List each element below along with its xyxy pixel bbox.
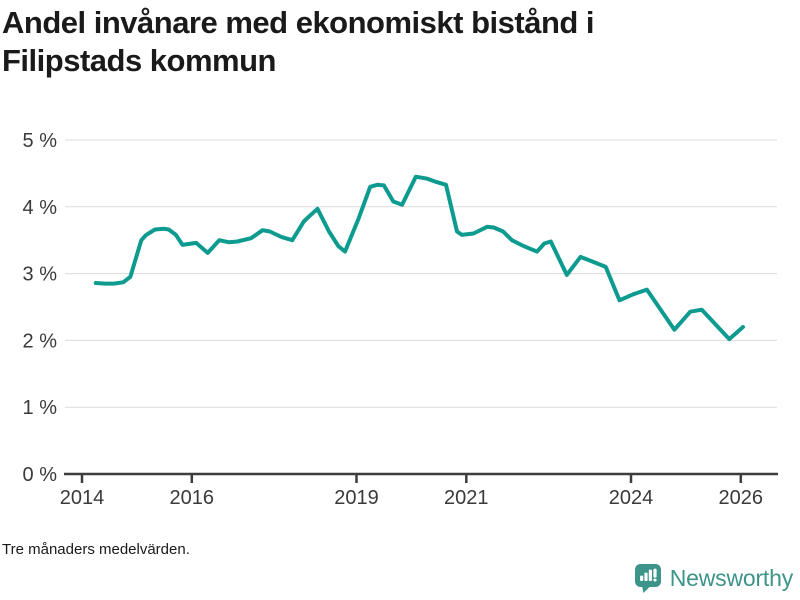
y-axis-label-5pct: 5 %: [23, 130, 58, 152]
line-chart: 0 % 1 % 2 % 3 % 4 % 5 % 2014 2016 2019 2021 2024 20…: [23, 130, 778, 509]
y-axis-label-1pct: 1 %: [23, 397, 58, 419]
logo-exclamation-dot: [653, 578, 657, 582]
x-axis-label-2024: 2024: [609, 487, 654, 509]
page-title: Andel invånare med ekonomiskt bistånd i …: [2, 4, 782, 80]
x-axis-label-2019: 2019: [334, 487, 379, 509]
newsworthy-logo[interactable]: Newsworthy: [634, 561, 793, 595]
page-title-line1: Andel invånare med ekonomiskt bistånd i: [2, 5, 595, 40]
logo-bar-2: [644, 572, 648, 581]
logo-bar-3: [648, 569, 652, 581]
data-line-series: [93, 174, 745, 342]
y-axis-label-4pct: 4 %: [23, 197, 58, 219]
logo-bar-1: [639, 575, 643, 581]
page-title-line2: Filipstads kommun: [2, 43, 276, 78]
x-axis-label-2016: 2016: [170, 487, 215, 509]
logo-bubble: [634, 564, 661, 587]
y-axis-label-0pct: 0 %: [23, 464, 58, 486]
logo-bubble-tail: [641, 586, 651, 593]
x-axis-label-2026: 2026: [719, 487, 764, 509]
footnote: Tre månaders medelvärden.: [2, 541, 190, 558]
newsworthy-logo-text: Newsworthy: [669, 564, 793, 591]
x-axis-label-2021: 2021: [444, 487, 489, 509]
y-axis-label-2pct: 2 %: [23, 330, 58, 352]
y-axis-label-3pct: 3 %: [23, 264, 58, 286]
x-axis-label-2014: 2014: [60, 487, 105, 509]
logo-exclamation-stroke: [653, 568, 657, 578]
newsworthy-logo-icon: [634, 564, 661, 593]
